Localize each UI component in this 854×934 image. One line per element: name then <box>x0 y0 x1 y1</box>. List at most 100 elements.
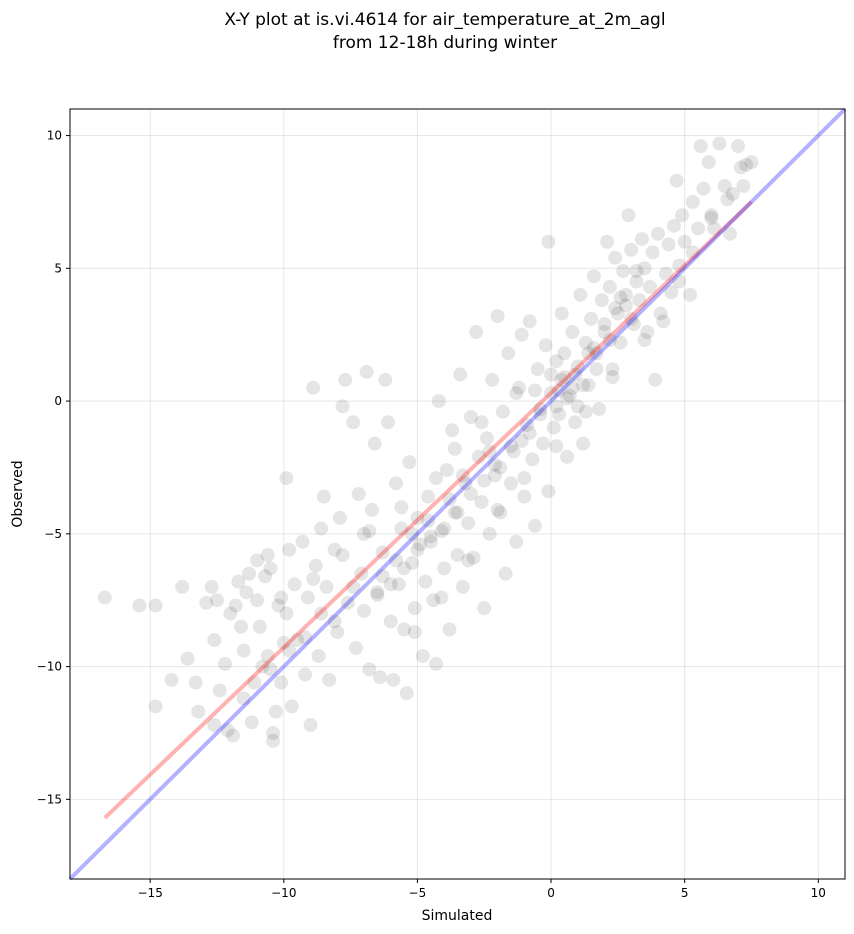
data-point <box>586 269 601 284</box>
data-point <box>530 362 545 377</box>
chart-title: X-Y plot at is.vi.4614 for air_temperatu… <box>224 10 665 30</box>
data-point <box>383 614 398 629</box>
data-point <box>274 675 289 690</box>
y-axis-label: Observed <box>10 460 26 527</box>
data-point <box>648 372 663 387</box>
data-point <box>386 672 401 687</box>
data-point <box>594 293 609 308</box>
data-point <box>592 402 607 417</box>
data-point <box>421 489 436 504</box>
data-point <box>482 444 497 459</box>
data-point <box>327 614 342 629</box>
data-point <box>546 420 561 435</box>
data-point <box>578 404 593 419</box>
data-point <box>658 266 673 281</box>
data-point <box>252 619 267 634</box>
data-point <box>514 327 529 342</box>
data-point <box>506 444 521 459</box>
data-point <box>295 534 310 549</box>
data-point <box>597 325 612 340</box>
data-point <box>704 208 719 223</box>
data-point <box>375 569 390 584</box>
data-point <box>581 378 596 393</box>
data-point <box>231 574 246 589</box>
data-point <box>487 457 502 472</box>
data-point <box>568 367 583 382</box>
data-point <box>517 489 532 504</box>
data-point <box>474 415 489 430</box>
data-point <box>415 648 430 663</box>
data-point <box>223 606 238 621</box>
data-point <box>426 593 441 608</box>
data-point <box>220 723 235 738</box>
data-point <box>279 606 294 621</box>
data-point <box>610 306 625 321</box>
data-point <box>373 670 387 685</box>
data-point <box>477 473 492 488</box>
data-point <box>356 526 371 541</box>
data-point <box>565 380 580 395</box>
data-point <box>624 311 639 326</box>
data-point <box>461 553 476 568</box>
data-point <box>469 325 484 340</box>
data-point <box>236 691 251 706</box>
data-point <box>495 404 510 419</box>
data-point <box>410 542 425 557</box>
data-point <box>664 285 679 300</box>
data-point <box>242 566 257 581</box>
data-point <box>442 492 457 507</box>
data-point <box>493 505 508 520</box>
data-point <box>725 186 740 201</box>
data-point <box>674 208 689 223</box>
data-point <box>218 656 232 671</box>
data-point <box>300 590 315 605</box>
data-point <box>554 306 569 321</box>
data-point <box>199 595 214 610</box>
data-point <box>335 548 350 563</box>
data-point <box>175 579 190 594</box>
data-point <box>602 333 617 347</box>
data-point <box>463 487 478 501</box>
data-point <box>410 510 425 525</box>
data-point <box>434 590 449 605</box>
data-point <box>653 306 668 321</box>
data-point <box>557 346 572 361</box>
data-point <box>447 441 462 456</box>
data-point <box>402 455 417 470</box>
data-point <box>442 622 457 637</box>
data-point <box>351 487 366 501</box>
data-point <box>207 633 222 648</box>
data-point <box>359 364 374 379</box>
data-point <box>164 672 179 687</box>
x-axis-ticks: −15 −10 −5 0 5 10 <box>138 879 826 900</box>
data-point <box>560 391 575 406</box>
data-point <box>637 333 652 347</box>
data-point <box>346 579 361 594</box>
data-point <box>439 463 454 478</box>
data-point <box>258 569 273 584</box>
data-point <box>311 648 326 663</box>
data-point <box>298 630 313 645</box>
data-point <box>562 388 577 403</box>
y-tick-label: 10 <box>47 129 62 143</box>
data-point <box>282 643 297 658</box>
data-point <box>498 566 513 581</box>
data-point <box>474 494 489 509</box>
data-point <box>608 301 623 316</box>
data-point <box>677 234 692 249</box>
x-tick-label: −5 <box>409 886 427 900</box>
data-point <box>584 311 599 326</box>
data-points <box>97 136 759 748</box>
data-point <box>391 577 406 592</box>
data-point <box>613 290 628 305</box>
data-point <box>204 579 219 594</box>
data-point <box>549 354 564 369</box>
data-point <box>421 513 436 528</box>
data-point <box>640 325 655 340</box>
data-point <box>471 449 486 464</box>
data-point <box>723 226 738 241</box>
data-point <box>260 648 275 663</box>
data-point <box>263 561 278 576</box>
data-point <box>661 237 676 252</box>
data-point <box>306 571 321 586</box>
